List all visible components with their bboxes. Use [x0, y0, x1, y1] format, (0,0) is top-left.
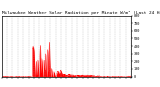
Text: Milwaukee Weather Solar Radiation per Minute W/m² (Last 24 Hours): Milwaukee Weather Solar Radiation per Mi…: [2, 11, 160, 15]
